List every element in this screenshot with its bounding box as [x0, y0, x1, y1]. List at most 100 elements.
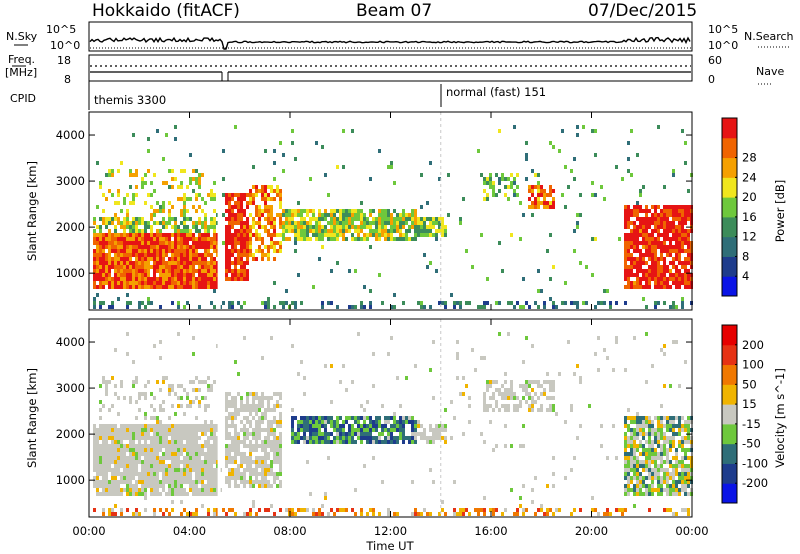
data-cell [186, 185, 189, 189]
data-cell [630, 420, 633, 424]
data-cell [507, 404, 510, 408]
data-cell [192, 269, 195, 273]
data-cell [126, 233, 129, 237]
data-cell [135, 277, 138, 281]
data-cell [429, 261, 432, 265]
data-cell [126, 424, 129, 428]
data-cell [660, 209, 663, 213]
data-cell [504, 404, 507, 408]
data-cell [675, 237, 678, 241]
data-cell [273, 257, 276, 261]
data-cell [213, 241, 216, 245]
data-cell [159, 281, 162, 285]
data-cell [207, 241, 210, 245]
data-cell [627, 416, 630, 420]
data-cell [657, 241, 660, 245]
data-cell [552, 456, 555, 460]
data-cell [651, 420, 654, 424]
data-cell [183, 241, 186, 245]
data-cell [123, 285, 126, 289]
data-cell [678, 257, 681, 261]
data-cell [276, 420, 279, 424]
data-cell [168, 281, 171, 285]
data-cell [372, 420, 375, 424]
data-cell [108, 261, 111, 265]
data-cell [231, 249, 234, 253]
data-cell [369, 424, 372, 428]
data-cell [369, 229, 372, 233]
data-cell [177, 229, 180, 233]
data-cell [117, 432, 120, 436]
data-cell [99, 444, 102, 448]
data-cell [258, 456, 261, 460]
data-cell [357, 432, 360, 436]
data-cell [213, 269, 216, 273]
data-cell [267, 472, 270, 476]
data-cell [243, 245, 246, 249]
data-cell [249, 233, 252, 237]
data-cell [138, 432, 141, 436]
data-cell [678, 277, 681, 281]
data-cell [129, 169, 132, 173]
data-cell [378, 237, 381, 241]
data-cell [669, 273, 672, 277]
data-cell [405, 213, 408, 217]
data-cell [441, 508, 444, 512]
data-cell [333, 440, 336, 444]
data-cell [186, 265, 189, 269]
data-cell [213, 488, 216, 492]
data-cell [324, 436, 327, 440]
data-cell [489, 384, 492, 388]
data-cell [189, 217, 192, 221]
data-cell [201, 273, 204, 277]
data-cell [531, 400, 534, 404]
data-cell [435, 221, 438, 225]
data-cell [138, 241, 141, 245]
data-cell [387, 436, 390, 440]
data-cell [666, 249, 669, 253]
data-cell [198, 404, 201, 408]
data-cell [282, 301, 285, 305]
data-cell [132, 281, 135, 285]
data-cell [231, 245, 234, 249]
colorbar-segment [722, 216, 737, 238]
data-cell [684, 209, 687, 213]
data-cell [636, 456, 639, 460]
data-cell [663, 480, 666, 484]
data-cell [489, 396, 492, 400]
data-cell [642, 237, 645, 241]
data-cell [123, 428, 126, 432]
data-cell [657, 472, 660, 476]
data-cell [252, 408, 255, 412]
data-cell [255, 392, 258, 396]
data-cell [396, 436, 399, 440]
data-cell [435, 233, 438, 237]
data-cell [243, 436, 246, 440]
data-cell [552, 145, 555, 149]
data-cell [261, 456, 264, 460]
data-cell [273, 428, 276, 432]
data-cell [327, 221, 330, 225]
data-cell [687, 281, 690, 285]
data-cell [243, 444, 246, 448]
data-cell [630, 456, 633, 460]
data-cell [666, 484, 669, 488]
data-cell [96, 273, 99, 277]
data-cell [636, 217, 639, 221]
data-cell [369, 209, 372, 213]
data-cell [399, 233, 402, 237]
data-cell [279, 193, 282, 197]
data-cell [438, 225, 441, 229]
data-cell [336, 209, 339, 213]
data-cell [402, 221, 405, 225]
data-cell [660, 432, 663, 436]
data-cell [156, 245, 159, 249]
power-ylabel: Slant Range [km] [25, 161, 39, 261]
data-cell [453, 416, 456, 420]
data-cell [657, 261, 660, 265]
data-cell [297, 420, 300, 424]
data-cell [246, 436, 249, 440]
data-cell [99, 249, 102, 253]
data-cell [255, 476, 258, 480]
data-cell [141, 452, 144, 456]
